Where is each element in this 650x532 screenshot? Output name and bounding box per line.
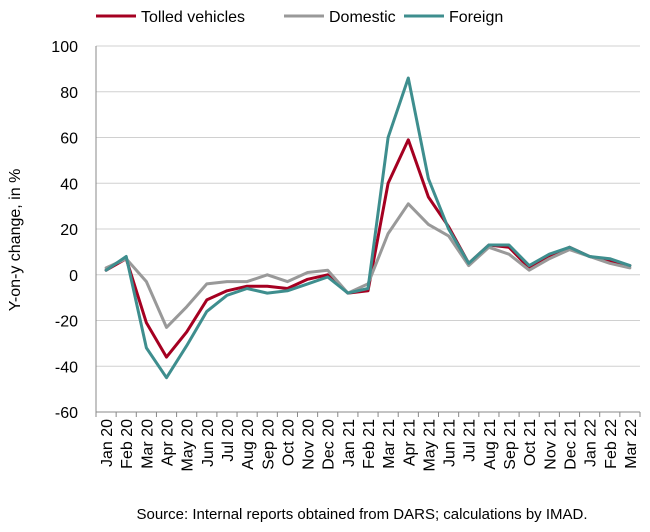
x-tick-label: Feb 20 [119,419,136,469]
y-axis-title: Y-on-y change, in % [7,169,24,312]
axes [95,46,641,417]
x-tick-labels: Jan 20 Feb 20 Mar 20 Apr 20 May 20 Jun 20 Jul … [99,419,640,472]
series-line-foreign [104,76,632,380]
x-tick-label: Jan 21 [341,419,358,467]
x-tick-label: Jun 21 [442,419,459,467]
x-tick-label: Sep 21 [502,419,519,470]
x-tick-label: May 21 [421,419,438,472]
y-tick-label: 80 [60,85,78,102]
x-tick-label: May 20 [180,419,197,472]
x-tick-label: Jun 20 [200,419,217,467]
y-tick-label: 20 [60,222,78,239]
x-tick-label: Aug 20 [240,419,257,470]
x-tick-label: Mar 20 [139,419,156,469]
x-tick-label: Aug 21 [482,419,499,470]
y-tick-labels: -60 -40 -20 0 20 40 60 80 100 [51,39,78,422]
legend-label: Foreign [449,9,503,26]
legend: Tolled vehicles Domestic Foreign [96,9,503,26]
x-tick-label: Feb 21 [361,419,378,469]
x-tick-label: Nov 20 [301,419,318,470]
x-tick-label: Mar 22 [623,419,640,469]
x-tick-label: Jan 20 [99,419,116,467]
y-tick-label: 0 [69,268,78,285]
grid-lines [96,45,640,413]
series-line-domestic [104,202,632,329]
legend-label: Tolled vehicles [141,9,245,26]
x-tick-label: Jul 20 [220,419,237,462]
x-tick-label: Feb 22 [603,419,620,469]
x-tick-label: Dec 20 [321,419,338,470]
legend-label: Domestic [329,9,396,26]
y-tick-label: 100 [51,39,78,56]
y-tick-label: -20 [55,314,78,331]
x-tick-label: Apr 20 [160,419,177,466]
x-tick-label: Jan 22 [583,419,600,467]
x-tick-label: Oct 21 [522,419,539,466]
x-tick-label: Jul 21 [462,419,479,462]
x-tick-label: Nov 21 [542,419,559,470]
y-tick-label: -40 [55,359,78,376]
x-tick-label: Apr 21 [401,419,418,466]
source-note: Source: Internal reports obtained from D… [136,506,587,523]
y-tick-label: 60 [60,131,78,148]
y-tick-label: 40 [60,176,78,193]
x-tick-label: Dec 21 [562,419,579,470]
y-tick-label: -60 [55,405,78,422]
x-tick-label: Oct 20 [280,419,297,466]
x-tick-label: Mar 21 [381,419,398,469]
series-line-tolled-vehicles [104,138,632,359]
x-tick-label: Sep 20 [260,419,277,470]
series-lines [104,76,632,380]
